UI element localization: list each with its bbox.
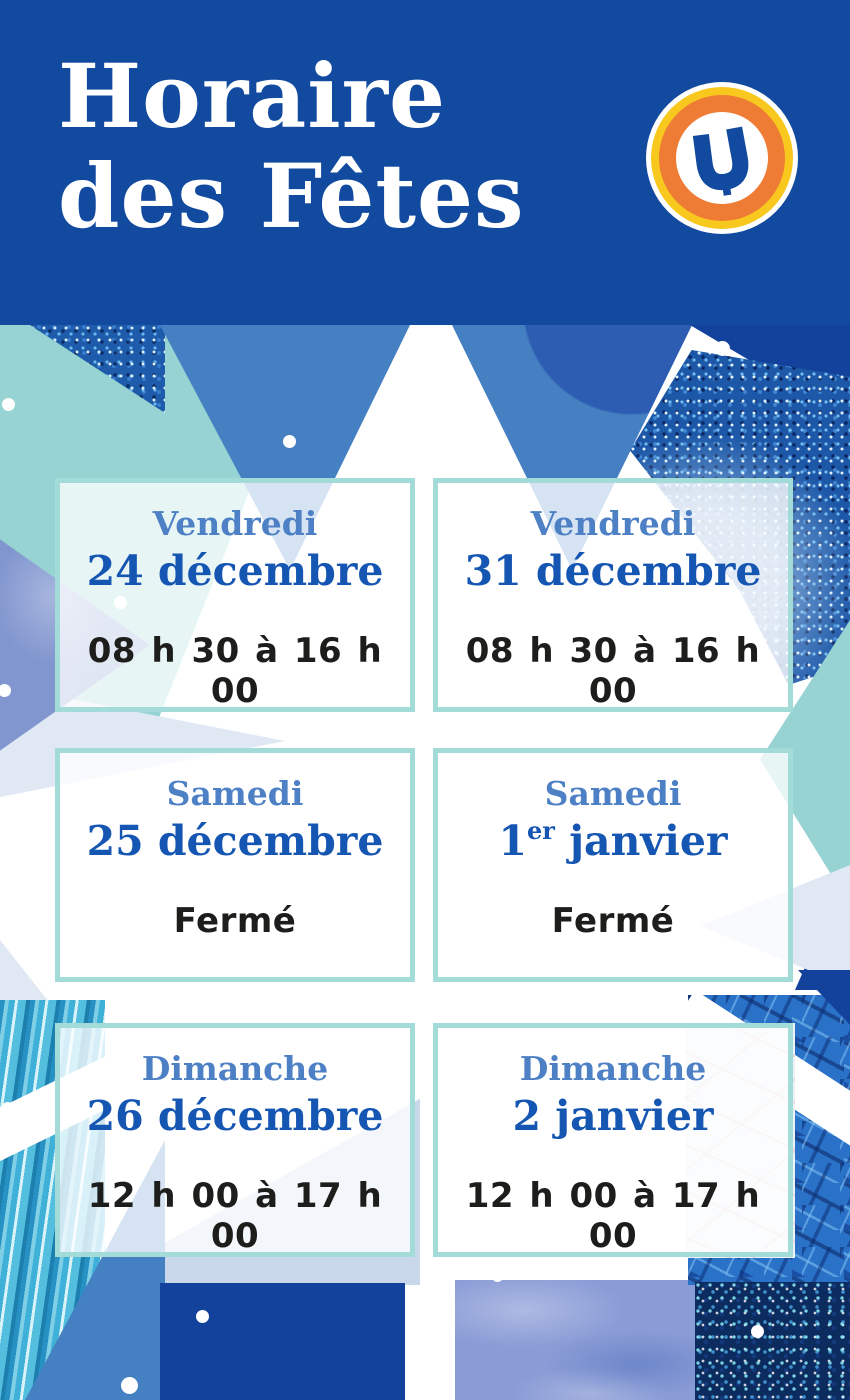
card-date: 31 décembre (465, 545, 762, 597)
card-date: 1er janvier (498, 815, 727, 867)
card-day-label: Samedi (544, 774, 682, 813)
schedule-card-dimanche-26-decembre: Dimanche 26 décembre 12 h 00 à 17 h 00 (55, 1023, 415, 1257)
schedule-card-dimanche-2-janvier: Dimanche 2 janvier 12 h 00 à 17 h 00 (433, 1023, 793, 1257)
card-hours: 08 h 30 à 16 h 00 (465, 631, 761, 711)
card-date: 25 décembre (87, 815, 384, 867)
schedule-card-samedi-1er-janvier: Samedi 1er janvier Fermé (433, 748, 793, 982)
logo-center-disc (676, 112, 768, 204)
schedule-card-vendredi-24-decembre: Vendredi 24 décembre 08 h 30 à 16 h 00 (55, 478, 415, 712)
snow-dot (492, 1271, 503, 1282)
card-date: 2 janvier (512, 1090, 713, 1142)
card-hours: 12 h 00 à 17 h 00 (87, 1176, 383, 1256)
texture-watercolor-bottom (455, 1280, 700, 1400)
snow-dot (2, 398, 15, 411)
snow-dot (715, 341, 730, 356)
card-date-text: 24 décembre (86, 547, 384, 595)
card-date-text: 25 décembre (86, 817, 384, 865)
u-logo-icon (692, 126, 749, 196)
schedule-card-vendredi-31-decembre: Vendredi 31 décembre 08 h 30 à 16 h 00 (433, 478, 793, 712)
card-date-sup: er (527, 816, 555, 845)
card-day-label: Samedi (166, 774, 304, 813)
card-day-label: Vendredi (530, 504, 696, 543)
logo-ring-orange (659, 95, 785, 221)
snow-dot (121, 1377, 138, 1394)
texture-dark-glitter-bottom (695, 1282, 850, 1400)
card-date-text: 31 décembre (464, 547, 762, 595)
snow-dot (196, 1310, 209, 1323)
card-date-text: 26 décembre (86, 1092, 384, 1140)
card-date-text: 1 (498, 817, 528, 865)
header-banner: Horaire des Fêtes U (0, 0, 850, 325)
snow-dot (2, 1102, 13, 1113)
card-day-label: Dimanche (141, 1049, 329, 1088)
snow-dot (39, 908, 52, 921)
card-hours: 12 h 00 à 17 h 00 (465, 1176, 761, 1256)
snow-dot (0, 684, 11, 697)
card-date: 24 décembre (87, 545, 384, 597)
texture-navy-block-bottom (160, 1283, 405, 1400)
card-date: 26 décembre (87, 1090, 384, 1142)
card-date-tail: janvier (554, 817, 728, 865)
snow-dot (283, 435, 296, 448)
snow-dot (751, 1325, 764, 1338)
logo-ring-yellow (651, 87, 793, 229)
poster-title: Horaire des Fêtes (58, 46, 525, 246)
card-day-label: Vendredi (152, 504, 318, 543)
card-date-text: 2 janvier (512, 1092, 714, 1140)
brand-logo: U (646, 82, 798, 234)
card-hours: Fermé (173, 901, 297, 941)
card-hours: 08 h 30 à 16 h 00 (87, 631, 383, 711)
card-day-label: Dimanche (519, 1049, 707, 1088)
schedule-card-samedi-25-decembre: Samedi 25 décembre Fermé (55, 748, 415, 982)
poster-title-line1: Horaire (58, 44, 447, 148)
poster-title-line2: des Fêtes (58, 144, 525, 248)
card-hours: Fermé (551, 901, 675, 941)
